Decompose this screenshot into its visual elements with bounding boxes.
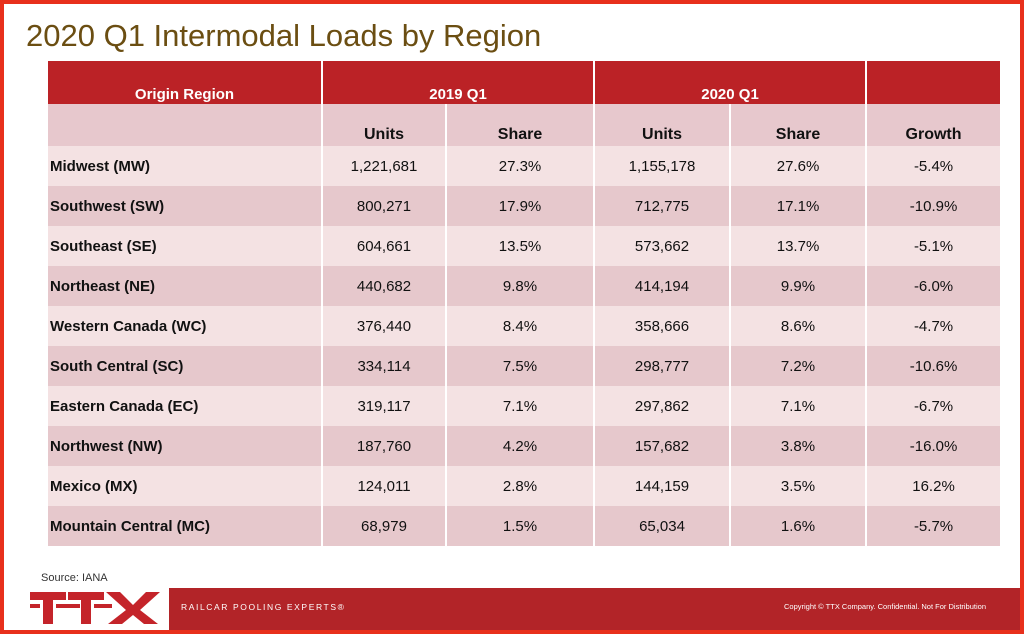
growth-cell: -5.4% [866,146,1001,186]
units-2020-cell: 358,666 [594,306,732,346]
units-2019-cell: 800,271 [322,186,447,226]
share-2019-cell: 2.8% [446,466,596,506]
units-2019-cell: 1,221,681 [322,146,447,186]
period-2019-header: 2019 Q1 [322,61,596,104]
footer-bar [4,588,1020,630]
share-2020-cell: 17.1% [730,186,868,226]
table-row: Western Canada (WC) 376,440 8.4% 358,666… [48,306,1001,346]
growth-cell: 16.2% [866,466,1001,506]
units-2020-cell: 1,155,178 [594,146,732,186]
region-cell: Northwest (NW) [48,426,323,466]
units-2020-cell: 144,159 [594,466,732,506]
share-2019-cell: 7.1% [446,386,596,426]
growth-cell: -10.6% [866,346,1001,386]
table-row: Eastern Canada (EC) 319,117 7.1% 297,862… [48,386,1001,426]
units-2019-cell: 319,117 [322,386,447,426]
region-cell: South Central (SC) [48,346,323,386]
footer-copyright: Copyright © TTX Company. Confidential. N… [784,602,986,611]
table-row: Midwest (MW) 1,221,681 27.3% 1,155,178 2… [48,146,1001,186]
units-2019-cell: 440,682 [322,266,447,306]
table-row: Southwest (SW) 800,271 17.9% 712,775 17.… [48,186,1001,226]
table-header-sub: Units Share Units Share Growth [48,104,1001,146]
units-2020-cell: 65,034 [594,506,732,546]
region-cell: Southwest (SW) [48,186,323,226]
units-2019-cell: 376,440 [322,306,447,346]
table-row: South Central (SC) 334,114 7.5% 298,777 … [48,346,1001,386]
units-2019-cell: 68,979 [322,506,447,546]
region-cell: Northeast (NE) [48,266,323,306]
footer-tagline: RAILCAR POOLING EXPERTS® [181,602,346,612]
units-2019-cell: 334,114 [322,346,447,386]
table-row: Southeast (SE) 604,661 13.5% 573,662 13.… [48,226,1001,266]
table-row: Mountain Central (MC) 68,979 1.5% 65,034… [48,506,1001,546]
share-2019-cell: 27.3% [446,146,596,186]
growth-cell: -6.0% [866,266,1001,306]
share-2020-cell: 3.8% [730,426,868,466]
share-2020-cell: 7.1% [730,386,868,426]
units-2020-cell: 712,775 [594,186,732,226]
units-2020-cell: 414,194 [594,266,732,306]
units-2020-cell: 573,662 [594,226,732,266]
growth-cell: -16.0% [866,426,1001,466]
region-cell: Midwest (MW) [48,146,323,186]
units-2020-cell: 157,682 [594,426,732,466]
region-cell: Southeast (SE) [48,226,323,266]
origin-region-header: Origin Region [48,61,323,104]
slide-title: 2020 Q1 Intermodal Loads by Region [26,18,542,53]
table-header-top: Origin Region 2019 Q1 2020 Q1 [48,61,1001,104]
share-2020-header: Share [730,104,868,146]
share-2019-cell: 4.2% [446,426,596,466]
share-2020-cell: 8.6% [730,306,868,346]
share-2019-cell: 17.9% [446,186,596,226]
region-cell: Mexico (MX) [48,466,323,506]
share-2020-cell: 7.2% [730,346,868,386]
growth-cell: -5.1% [866,226,1001,266]
share-2019-cell: 1.5% [446,506,596,546]
source-note: Source: IANA [41,572,108,584]
share-2019-cell: 7.5% [446,346,596,386]
period-2020-header: 2020 Q1 [594,61,868,104]
units-2020-cell: 298,777 [594,346,732,386]
region-subheader [48,104,323,146]
share-2020-cell: 27.6% [730,146,868,186]
table-row: Northeast (NE) 440,682 9.8% 414,194 9.9%… [48,266,1001,306]
table-row: Northwest (NW) 187,760 4.2% 157,682 3.8%… [48,426,1001,466]
ttx-logo [30,592,160,624]
share-2019-cell: 9.8% [446,266,596,306]
growth-header: Growth [866,104,1001,146]
units-2019-cell: 187,760 [322,426,447,466]
units-2019-cell: 604,661 [322,226,447,266]
region-cell: Western Canada (WC) [48,306,323,346]
share-2019-header: Share [446,104,596,146]
growth-cell: -6.7% [866,386,1001,426]
units-2020-cell: 297,862 [594,386,732,426]
share-2020-cell: 9.9% [730,266,868,306]
table-row: Mexico (MX) 124,011 2.8% 144,159 3.5% 16… [48,466,1001,506]
share-2020-cell: 3.5% [730,466,868,506]
growth-group-header [866,61,1001,104]
region-cell: Eastern Canada (EC) [48,386,323,426]
region-cell: Mountain Central (MC) [48,506,323,546]
loads-table: Origin Region 2019 Q1 2020 Q1 Units Shar… [48,61,1001,546]
units-2020-header: Units [594,104,732,146]
share-2019-cell: 13.5% [446,226,596,266]
growth-cell: -10.9% [866,186,1001,226]
share-2020-cell: 1.6% [730,506,868,546]
growth-cell: -4.7% [866,306,1001,346]
share-2020-cell: 13.7% [730,226,868,266]
share-2019-cell: 8.4% [446,306,596,346]
growth-cell: -5.7% [866,506,1001,546]
units-2019-cell: 124,011 [322,466,447,506]
units-2019-header: Units [322,104,447,146]
